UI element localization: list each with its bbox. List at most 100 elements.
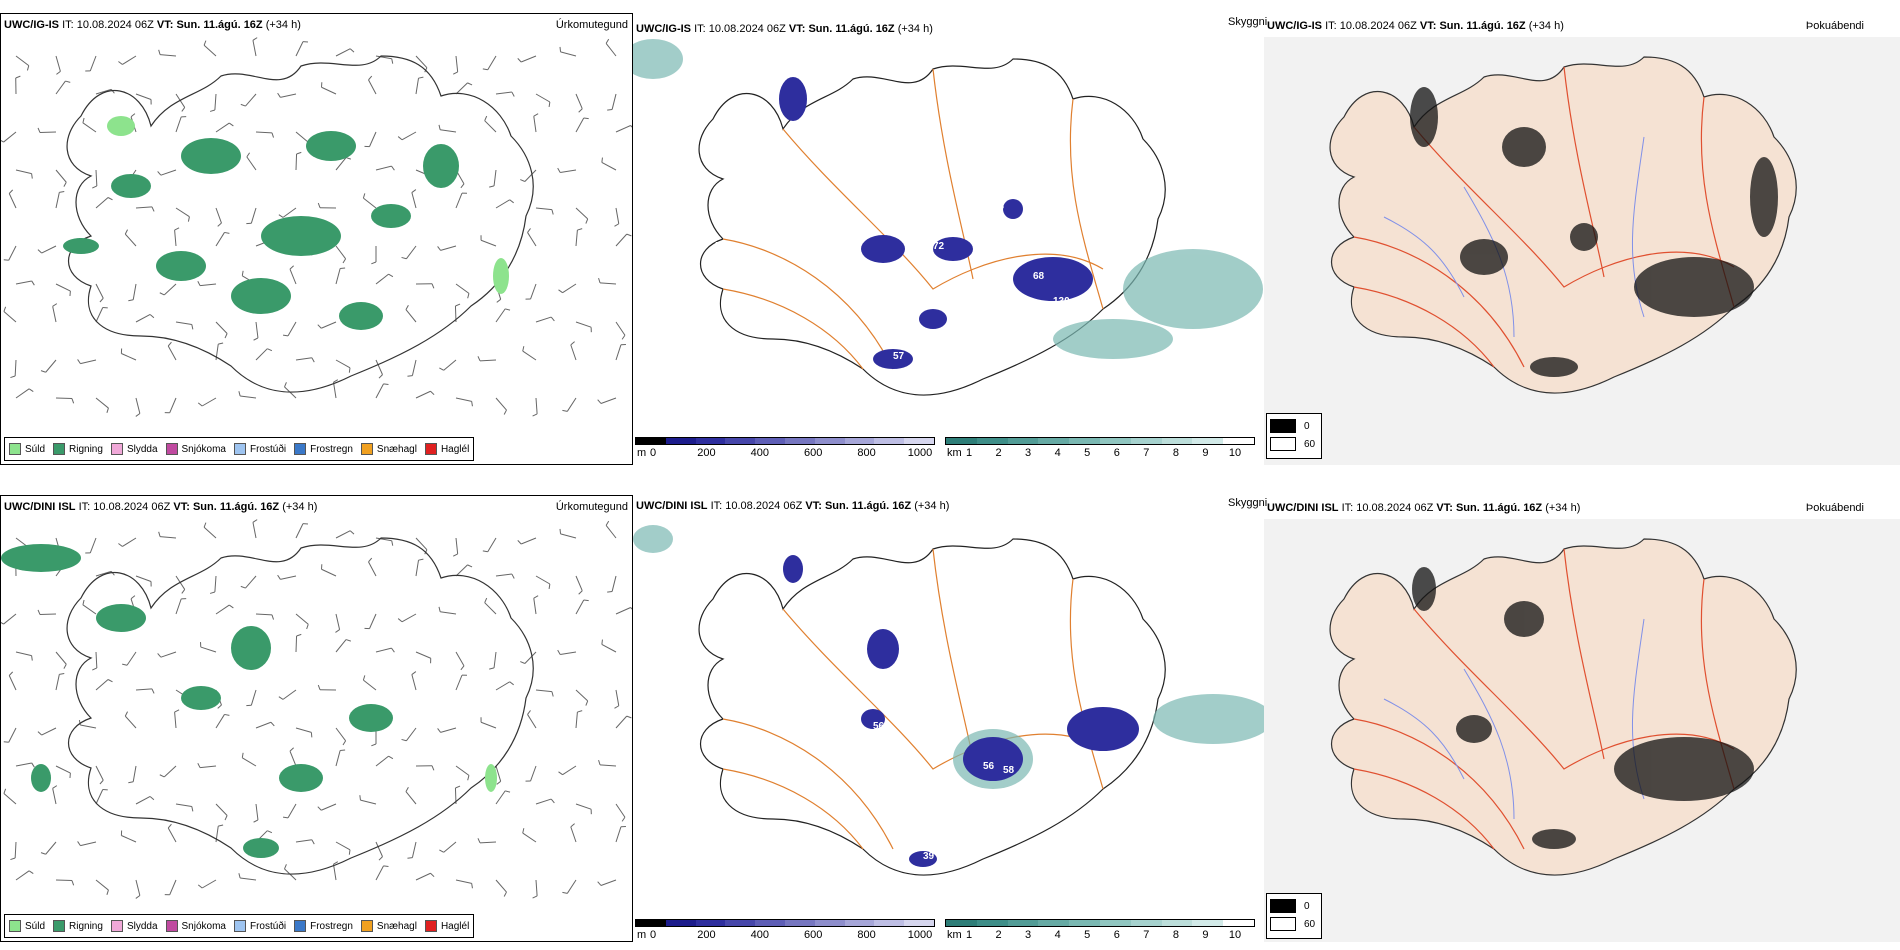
wind-barb: [575, 230, 578, 247]
wind-barb-flag: [311, 839, 315, 845]
wind-barb-flag: [296, 151, 302, 155]
wind-barb: [55, 192, 60, 209]
wind-barb-flag: [607, 109, 613, 111]
wind-barb-flag: [452, 71, 458, 75]
cloud-map-bottom[interactable]: 56 58 56 466 39: [633, 519, 1264, 914]
fog-map-bottom[interactable]: [1264, 519, 1900, 942]
wind-barb: [455, 564, 468, 577]
wind-barb: [530, 283, 537, 300]
wind-barb-flag: [224, 333, 228, 339]
wind-barb: [487, 55, 497, 70]
precip-cells: [63, 116, 509, 330]
wind-barb-flag: [533, 595, 539, 599]
colorbar-bin: [725, 920, 756, 926]
wind-barb: [575, 117, 585, 133]
legend-label: Haglél: [440, 920, 470, 932]
cloudbase-label: 16: [948, 361, 960, 372]
wind-barb: [167, 345, 177, 361]
wind-barb: [570, 344, 577, 361]
fog-map-top[interactable]: [1264, 37, 1900, 465]
wind-barb-flag: [509, 681, 514, 686]
wind-barb: [95, 397, 109, 409]
wind-barb: [601, 644, 617, 653]
wind-barb: [440, 727, 457, 733]
wind-barb: [250, 689, 257, 706]
colorbar-bin: [904, 438, 934, 444]
wind-barb-flag: [430, 390, 435, 396]
wind-barb: [527, 714, 537, 729]
wind-barb: [615, 689, 620, 706]
legend-item: Snjókoma: [165, 920, 226, 932]
wind-barb: [493, 169, 497, 186]
wind-barb: [282, 207, 297, 218]
wind-barb: [560, 51, 577, 57]
precip-map-top[interactable]: [1, 36, 632, 436]
wind-barb-flag: [3, 259, 9, 261]
wind-barb: [295, 635, 298, 653]
legend-item: Slydda: [110, 443, 158, 455]
wind-barb: [295, 839, 312, 843]
wind-barb: [242, 757, 257, 767]
colorbar-bin: [1161, 920, 1193, 926]
legend-swatch: [294, 920, 307, 932]
lead-time: (+34 h): [1528, 20, 1564, 32]
wind-barb-flag: [107, 679, 113, 683]
fog-legend-label: 0: [1304, 900, 1310, 912]
wind-barb: [55, 55, 61, 72]
wind-barb: [455, 82, 468, 95]
wind-barb: [495, 199, 510, 209]
wind-barb-flag: [8, 671, 14, 676]
fog-legend-row: 0: [1270, 897, 1318, 915]
wind-barb-flag: [551, 691, 554, 697]
wind-barb-flag: [228, 122, 234, 127]
lead-time: (+34 h): [282, 501, 318, 513]
wind-barb-flag: [437, 246, 442, 251]
colorbar-bin: [976, 438, 1008, 444]
legend-item: Haglél: [424, 443, 469, 455]
wind-barb-flag: [224, 231, 230, 234]
wind-barb-flag: [340, 267, 346, 270]
wind-barb: [160, 536, 177, 539]
wind-barb-flag: [110, 89, 115, 94]
colorbar-tick: 200: [697, 447, 716, 459]
wind-barb-flag: [209, 109, 216, 112]
wind-barb: [122, 55, 137, 65]
wind-barb-flag: [174, 709, 180, 713]
wind-barb-flag: [345, 639, 351, 642]
legend-swatch: [165, 443, 178, 455]
colorbar-bin: [665, 920, 696, 926]
wind-barb-flag: [391, 540, 394, 546]
wind-barb-flag: [40, 852, 46, 855]
cloudbase-label: 13: [993, 201, 1005, 212]
wind-barb-flag: [548, 583, 551, 590]
wind-barb-flag: [77, 359, 81, 364]
colorbar-unit: m: [637, 929, 647, 941]
wind-barb: [160, 651, 177, 658]
wind-barbs: [1, 519, 632, 899]
legend-label: Snjókoma: [181, 443, 226, 455]
colorbar-bin: [1192, 438, 1224, 444]
wind-barb: [174, 712, 177, 729]
wind-barb-flag: [289, 747, 294, 752]
wind-barb-flag: [431, 283, 435, 289]
wind-barb-flag: [621, 334, 626, 340]
colorbar-bin: [1192, 920, 1224, 926]
cloudbase-label: 466: [1073, 751, 1090, 762]
model-name: UWC/IG-IS: [636, 23, 691, 35]
precip-map-bottom[interactable]: [1, 518, 632, 913]
colorbar-tick: 600: [804, 447, 823, 459]
panel-title: Þokuábendi: [1805, 502, 1864, 514]
cloudbase-colorbar-bottom: m 0 200 400 600 800 1000: [635, 917, 935, 942]
wind-barb: [368, 561, 377, 577]
cloudbase-label: 58: [1003, 765, 1015, 776]
wind-barb-flag: [388, 273, 394, 278]
wind-barb-flag: [598, 759, 601, 766]
wind-barb: [295, 41, 304, 57]
legend-label: Frostregn: [310, 920, 353, 932]
colorbar-bin: [1069, 438, 1100, 444]
wind-barb: [615, 207, 620, 224]
wind-barb: [41, 245, 57, 254]
colorbar-tick: 3: [1025, 929, 1032, 941]
wind-barb-flag: [282, 334, 289, 337]
